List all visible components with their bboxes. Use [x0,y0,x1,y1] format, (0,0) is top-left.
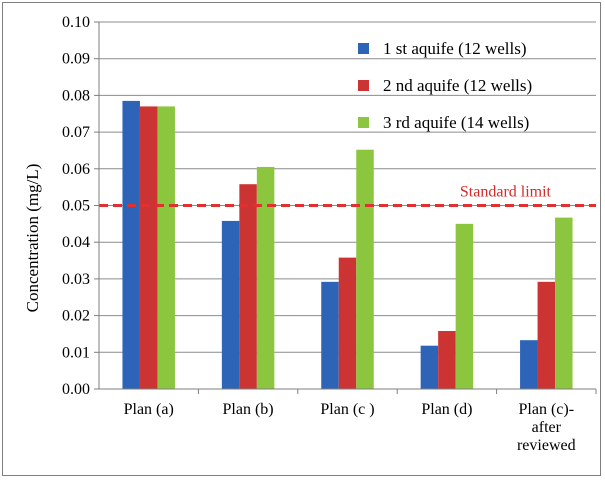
bar [157,106,175,389]
y-tick-label: 0.08 [62,87,90,104]
bar [256,166,275,389]
legend-label: 3 rd aquife (14 wells) [383,113,529,132]
legend-swatch [358,117,369,128]
y-axis-title: Concentration (mg/L) [23,164,42,313]
y-tick-label: 0.10 [62,14,90,31]
y-tick-label: 0.01 [62,344,90,361]
x-tick-label: Plan (b) [223,401,274,418]
y-tick-label: 0.04 [62,234,90,251]
y-tick-label: 0.06 [62,161,90,178]
gridlines [99,21,596,353]
bar [356,149,374,389]
axes: 0.00 0.01 0.02 0.03 0.04 0.05 0.06 0.07 0.08 0.09… [62,14,597,454]
chart-frame [2,2,601,476]
x-tick-label: Plan (a) [124,401,174,418]
x-tick-label: Plan (c)-after reviewed [517,401,576,454]
legend-label: 2 nd aquife (12 wells) [383,76,532,95]
bars [122,100,573,389]
legend: 1 st aquife (12 wells) 2 nd aquife (12 we… [358,39,532,132]
bar [420,345,439,389]
legend-swatch [358,80,369,91]
y-tick-label: 0.07 [62,124,90,141]
y-tick-label: 0.02 [62,308,90,325]
legend-swatch [358,43,369,54]
bar [239,184,257,389]
x-tick-label: Plan (d) [421,401,472,418]
standard-limit-line-group: Standard limit [99,184,596,207]
y-tick-label: 0.03 [62,271,90,288]
bar [321,281,339,389]
bar [122,100,140,389]
bar [139,106,158,389]
standard-limit-label: Standard limit [460,184,552,201]
bar [438,331,456,389]
bar [537,281,556,389]
bar [455,223,474,389]
y-tick-label: 0.09 [62,51,90,68]
bar [221,220,240,389]
x-tick-label: Plan (c ) [320,401,374,418]
bar [520,340,538,389]
bar [338,257,357,389]
legend-label: 1 st aquife (12 wells) [383,39,527,58]
bar [555,217,573,389]
y-tick-label: 0.05 [62,198,90,215]
y-tick-label: 0.00 [62,381,90,398]
